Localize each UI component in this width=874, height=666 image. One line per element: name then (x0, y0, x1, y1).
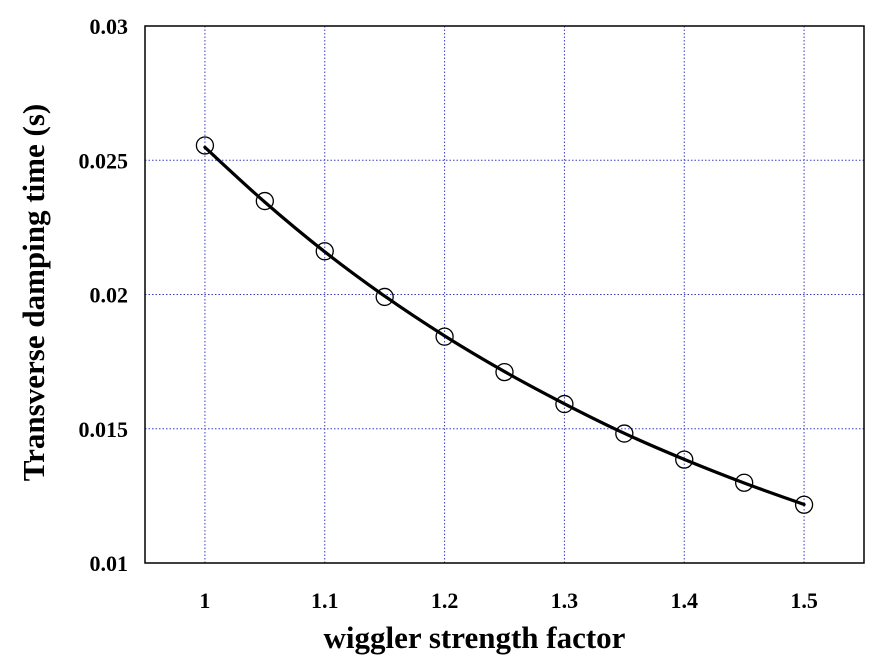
data-point (794, 495, 814, 514)
x-tick-label: 1 (199, 588, 210, 613)
y-tick-label: 0.025 (79, 148, 129, 173)
data-point (735, 473, 754, 492)
y-axis-title: Transverse damping time (s) (16, 104, 51, 481)
x-tick-label: 1.3 (551, 588, 579, 613)
x-axis-tick-labels: 1 1.1 1.2 1.3 1.4 1.5 (199, 588, 817, 613)
data-point (315, 242, 334, 261)
grid (145, 26, 864, 563)
y-tick-label: 0.01 (90, 551, 129, 576)
x-tick-label: 1.5 (790, 588, 818, 613)
x-tick-label: 1.1 (311, 588, 339, 613)
data-point (255, 191, 274, 211)
data-point (375, 287, 394, 307)
plot-frame (144, 25, 865, 564)
data-point (435, 327, 454, 346)
y-axis-tick-labels: 0.01 0.015 0.02 0.025 0.03 (79, 14, 129, 576)
data-point (555, 394, 574, 414)
fit-curve (203, 145, 806, 507)
data-point (615, 424, 634, 443)
y-tick-label: 0.02 (90, 283, 129, 308)
x-tick-label: 1.4 (671, 588, 699, 613)
data-point (675, 450, 694, 469)
series (195, 136, 814, 514)
data-point (195, 136, 215, 155)
x-axis-title: wiggler strength factor (324, 620, 626, 655)
data-point (495, 362, 514, 382)
y-tick-label: 0.015 (79, 417, 129, 442)
x-tick-label: 1.2 (431, 588, 459, 613)
y-tick-label: 0.03 (90, 14, 129, 39)
